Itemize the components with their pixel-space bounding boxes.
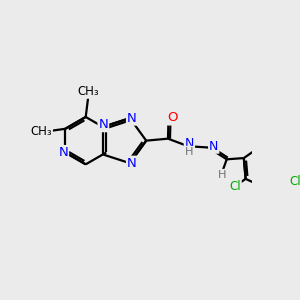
Text: H: H [218,170,227,180]
Text: O: O [168,112,178,124]
Text: N: N [127,112,137,124]
Text: N: N [58,146,68,159]
Text: CH₃: CH₃ [77,85,99,98]
Text: Cl: Cl [229,180,241,193]
Text: Cl: Cl [290,175,300,188]
Text: H: H [185,147,194,157]
Text: N: N [209,140,218,153]
Text: N: N [98,118,108,131]
Text: CH₃: CH₃ [30,125,52,138]
Text: N: N [127,157,137,170]
Text: N: N [185,137,194,150]
